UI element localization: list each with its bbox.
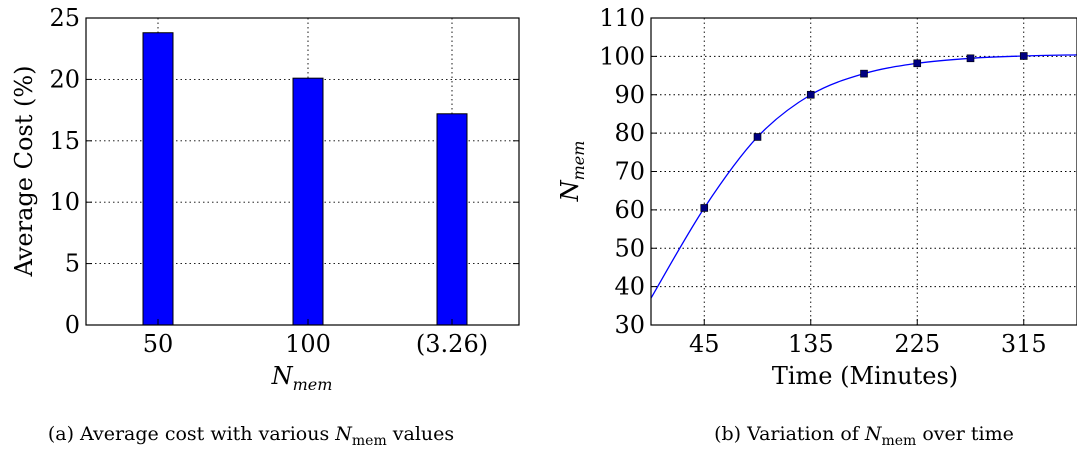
line-chart-y-label-sub: mem (569, 141, 588, 181)
bar-chart-x-tick-label: 100 (285, 330, 331, 358)
bar-chart-x-label-sub: mem (293, 375, 333, 394)
bar-chart-x-tick-label: 50 (143, 330, 174, 358)
bar (142, 32, 174, 326)
line-chart-y-tick-label: 70 (614, 158, 645, 186)
bar-chart-caption: (a) Average cost with various Nmem value… (48, 423, 454, 449)
line-chart-y-ticks: 30 40 50 60 70 80 90 100 110 (599, 4, 657, 339)
line-chart-x-ticks: 45 135 225 315 (689, 319, 1047, 358)
line-chart-y-label-base: N (556, 179, 584, 202)
line-chart-panel: 30 40 50 60 70 80 90 100 110 45 135 225 315 Time (M… (556, 4, 1077, 449)
line-chart-curve (650, 54, 1077, 299)
line-chart-x-tick-label: 315 (1001, 330, 1047, 358)
line-chart-y-tick-label: 110 (599, 4, 645, 32)
bar (292, 77, 324, 326)
bar-chart-y-tick-label: 10 (49, 188, 80, 216)
line-chart-y-tick-label: 80 (614, 119, 645, 147)
line-chart-y-tick-label: 90 (614, 81, 645, 109)
data-point-marker (806, 90, 815, 99)
bar-chart-y-tick-label: 15 (49, 127, 80, 155)
line-chart-markers (700, 52, 1028, 212)
line-chart-y-tick-label: 60 (614, 196, 645, 224)
bar-chart-caption-sub: mem (352, 433, 387, 449)
line-chart-x-tick-label: 135 (788, 330, 834, 358)
bar-chart-y-label: Average Cost (%) (10, 65, 38, 277)
data-point-marker (1019, 52, 1028, 60)
line-chart-caption-var: N (864, 423, 883, 445)
data-point-marker (860, 69, 868, 78)
bar-chart-x-label-base: N (271, 362, 294, 390)
bar-chart-y-tick-label: 5 (65, 250, 80, 278)
line-chart-x-tick-label: 225 (894, 330, 940, 358)
bar-chart-x-ticks: 50 100 (3.26) (143, 319, 488, 358)
bar-chart-caption-suffix: values (387, 423, 454, 445)
line-chart-y-label: Nmem (556, 141, 588, 203)
line-chart-y-tick-label: 40 (614, 273, 645, 301)
data-point-marker (966, 54, 975, 63)
bar-chart-x-label: Nmem (271, 362, 333, 394)
bar-chart-y-tick-label: 0 (65, 311, 80, 339)
data-point-marker (913, 59, 922, 68)
bar-chart-y-tick-label: 25 (49, 4, 80, 32)
bar (436, 113, 468, 326)
line-chart-y-tick-label: 100 (599, 42, 645, 70)
line-chart-x-tick-label: 45 (689, 330, 720, 358)
bar-chart-y-tick-label: 20 (49, 65, 80, 93)
bar-chart-bars (142, 32, 468, 326)
line-chart-caption-suffix: over time (916, 423, 1014, 445)
bar-chart-x-tick-label: (3.26) (416, 330, 488, 358)
bar-chart-caption-var: N (334, 423, 353, 445)
line-chart-x-label: Time (Minutes) (772, 362, 958, 390)
line-chart-y-tick-label: 30 (614, 311, 645, 339)
line-chart-grid (651, 18, 1077, 325)
line-chart-y-tick-label: 50 (614, 234, 645, 262)
bar-chart-caption-prefix: (a) Average cost with various (48, 423, 335, 445)
line-chart-caption-prefix: (b) Variation of (714, 423, 865, 445)
line-chart-caption: (b) Variation of Nmem over time (714, 423, 1014, 449)
data-point-marker (700, 204, 709, 212)
bar-chart-frame (85, 17, 520, 326)
line-chart-caption-sub: mem (881, 433, 916, 449)
bar-chart-y-ticks: 0 5 10 15 20 25 (49, 4, 519, 339)
data-point-marker (753, 133, 762, 141)
